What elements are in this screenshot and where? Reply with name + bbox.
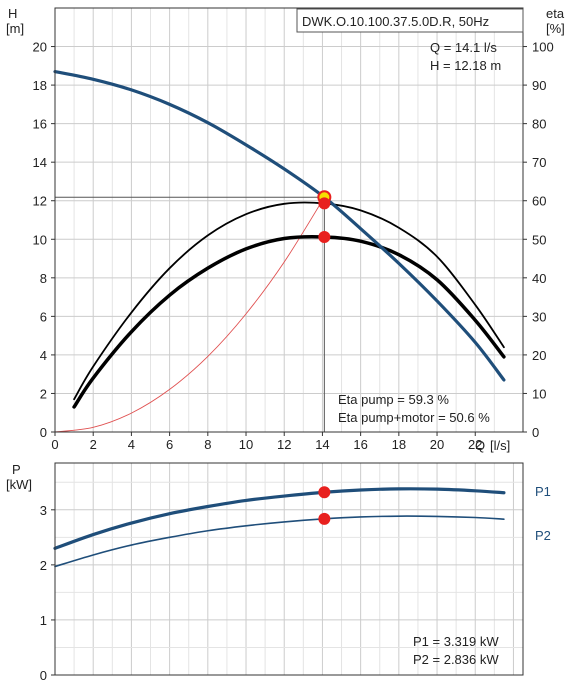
y-tick-label: 18	[33, 78, 47, 93]
y-axis-label: H	[8, 6, 17, 21]
curve-head	[53, 70, 506, 382]
x-tick-label: 14	[315, 437, 329, 452]
y-tick-label: 2	[40, 386, 47, 401]
x-tick-label: 16	[353, 437, 367, 452]
y2-tick-label: 80	[532, 117, 546, 132]
legend-p1: P1	[535, 484, 551, 499]
curve-eta-pump	[73, 201, 505, 401]
x-tick-label: 22	[468, 437, 482, 452]
flow-readout: Q = 14.1 l/s	[430, 40, 497, 55]
y-tick-label: 8	[40, 271, 47, 286]
x-tick-label: 10	[239, 437, 253, 452]
curve-eta-pump-motor	[72, 234, 506, 409]
top-curves	[53, 70, 506, 433]
head-efficiency-chart: 0 2 4 6 8 10 12 14 16 18 20 22 0 2 4 6 8 10 12 14 16 18 20 0 1…	[6, 6, 565, 453]
y2-axis-label: eta	[546, 6, 565, 21]
x-tick-label: 12	[277, 437, 291, 452]
curve-p2	[54, 515, 505, 568]
x-tick-label: 2	[90, 437, 97, 452]
marker-p1	[318, 486, 331, 499]
y-tick-label: 16	[33, 117, 47, 132]
top-plot-area	[55, 8, 523, 432]
marker-p2	[318, 512, 331, 525]
x-tick-label: 6	[166, 437, 173, 452]
eta-pump-motor-readout: Eta pump+motor = 50.6 %	[338, 410, 490, 425]
y2-tick-label: 20	[532, 348, 546, 363]
eta-pump-readout: Eta pump = 59.3 %	[338, 392, 449, 407]
model-label: DWK.O.10.100.37.5.0D.R, 50Hz	[302, 14, 489, 29]
top-y2-tick-labels: 0 10 20 30 40 50 60 70 80 90 100	[532, 40, 554, 440]
top-grid	[51, 8, 527, 436]
y2-tick-label: 30	[532, 309, 546, 324]
marker-eta-pump	[318, 197, 331, 210]
y-tick-label: 6	[40, 309, 47, 324]
x-tick-label: 20	[430, 437, 444, 452]
bottom-plot-frame	[54, 462, 524, 676]
power-tick-label: 3	[40, 503, 47, 518]
bottom-curves	[53, 486, 506, 568]
p2-readout: P2 = 2.836 kW	[413, 652, 499, 667]
y2-tick-label: 0	[532, 425, 539, 440]
curve-system-curve	[54, 196, 325, 433]
y-tick-label: 14	[33, 155, 47, 170]
y-tick-label: 0	[40, 425, 47, 440]
y-tick-label: 10	[33, 232, 47, 247]
x-axis-label: Q	[475, 438, 485, 453]
y-axis-unit: [m]	[6, 21, 24, 36]
x-axis-unit: [l/s]	[490, 438, 510, 453]
power-tick-label: 1	[40, 613, 47, 628]
y-tick-label: 12	[33, 194, 47, 209]
y2-tick-label: 90	[532, 78, 546, 93]
y2-tick-label: 60	[532, 194, 546, 209]
bottom-grid	[51, 463, 523, 676]
legend-p2: P2	[535, 528, 551, 543]
y2-tick-label: 70	[532, 155, 546, 170]
x-tick-label: 4	[128, 437, 135, 452]
top-plot-frame	[54, 7, 524, 433]
y-tick-label: 4	[40, 348, 47, 363]
y2-tick-label: 50	[532, 232, 546, 247]
power-axis-unit: [kW]	[6, 477, 32, 492]
top-x-tick-labels: 0 2 4 6 8 10 12 14 16 18 20 22	[51, 437, 482, 452]
top-y-tick-labels: 0 2 4 6 8 10 12 14 16 18 20	[33, 40, 47, 440]
bottom-plot-area	[55, 463, 523, 675]
power-chart: 0 1 2 3 P [kW] P1 P2 P1 = 3.319 kW P2 = 2.8…	[6, 462, 551, 683]
y-tick-label: 20	[33, 40, 47, 55]
p1-readout: P1 = 3.319 kW	[413, 634, 499, 649]
power-axis-label: P	[12, 462, 21, 477]
power-tick-label: 2	[40, 558, 47, 573]
model-label-box	[296, 8, 524, 33]
bottom-y-tick-labels: 0 1 2 3	[40, 503, 47, 683]
marker-eta-pump-motor	[318, 230, 331, 243]
x-tick-label: 8	[204, 437, 211, 452]
head-readout: H = 12.18 m	[430, 58, 501, 73]
power-tick-label: 0	[40, 668, 47, 683]
y2-tick-label: 40	[532, 271, 546, 286]
y2-axis-unit: [%]	[546, 21, 565, 36]
curve-p1	[53, 487, 506, 550]
y2-tick-label: 10	[532, 386, 546, 401]
x-tick-label: 18	[392, 437, 406, 452]
x-tick-label: 0	[51, 437, 58, 452]
y2-tick-label: 100	[532, 40, 554, 55]
